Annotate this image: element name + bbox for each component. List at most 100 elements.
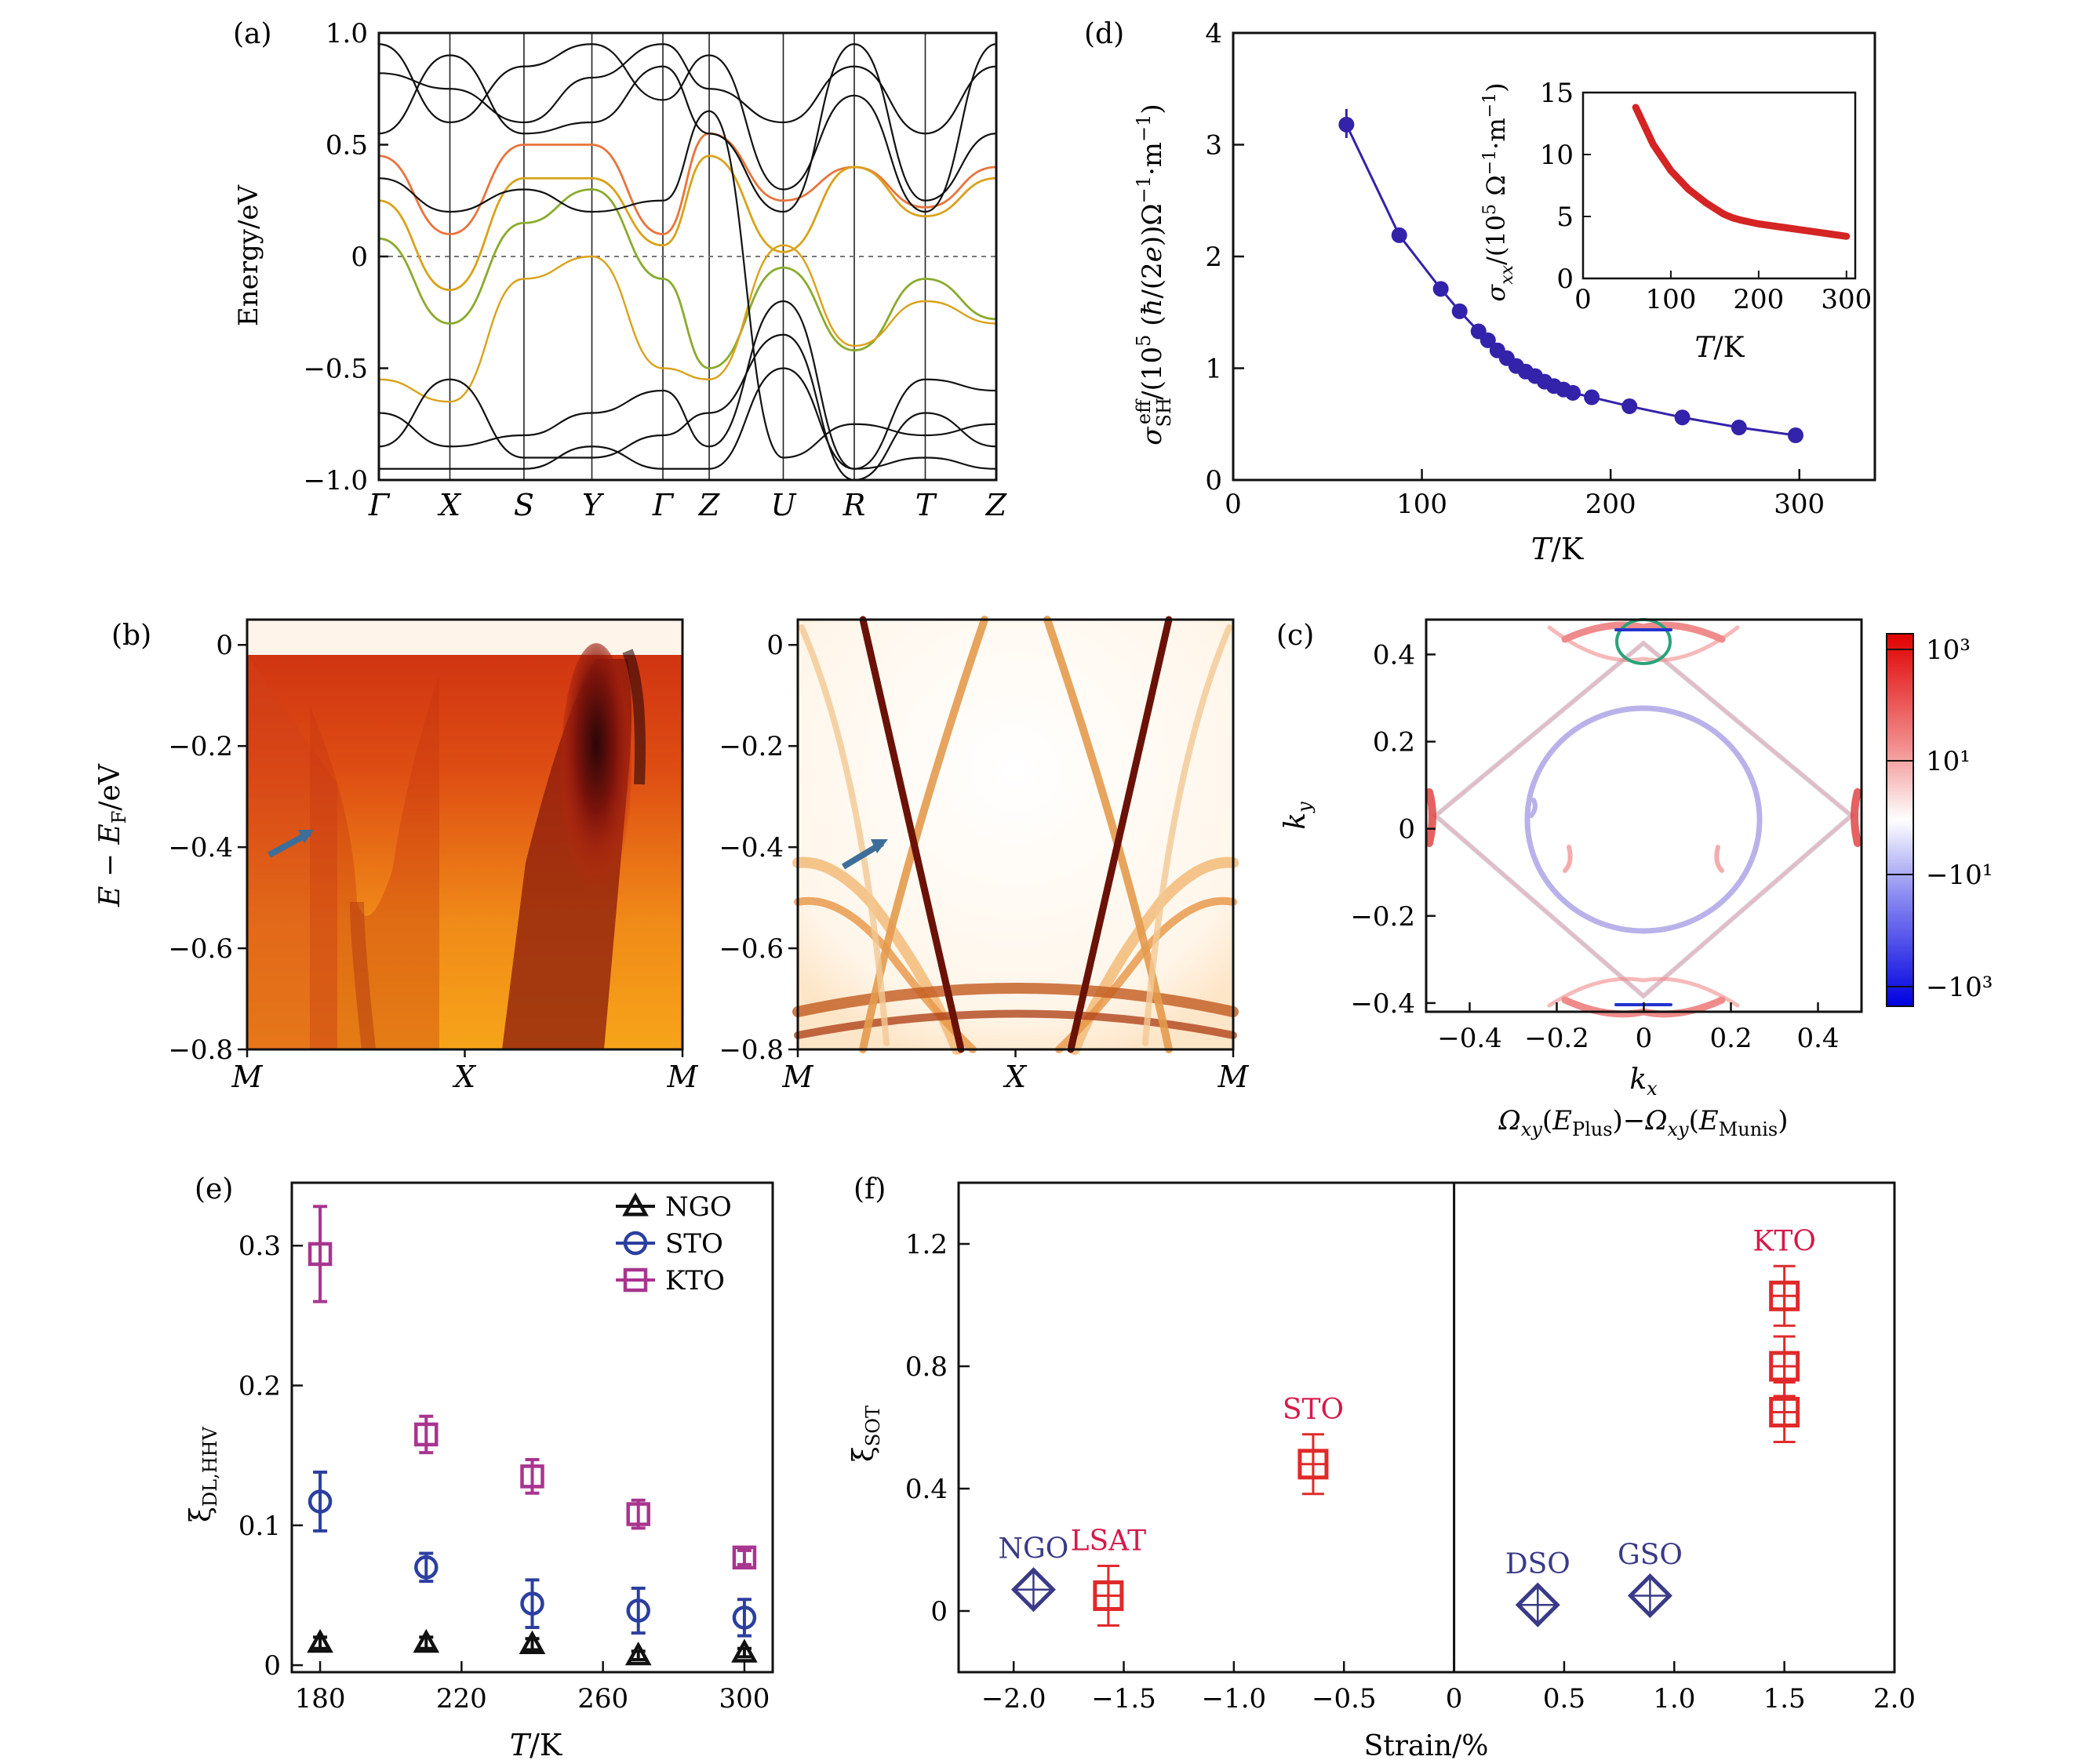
- kpoint-label: S: [514, 488, 534, 522]
- y-tick-label: 0.2: [238, 1371, 281, 1402]
- y-tick-label: 0.5: [326, 130, 368, 162]
- marker-triangle: [413, 1628, 440, 1653]
- point-label: STO: [1283, 1394, 1344, 1426]
- panel-b-axes: 0−0.2−0.4−0.6−0.8M X M0−0.2−0.4−0.6−0.8M X M: [168, 630, 1249, 1094]
- y-tick-label: 2: [1205, 242, 1222, 273]
- data-point: [1731, 420, 1747, 436]
- y-tick-label: 0: [216, 630, 233, 661]
- x-tick-label: 0.5: [1543, 1683, 1585, 1715]
- kpoint-label: Z: [985, 488, 1007, 522]
- colorbar-label-2: −10¹: [1926, 860, 1993, 891]
- colorbar-label-3: −10³: [1926, 972, 1993, 1003]
- y-tick-label: −1.0: [303, 465, 368, 496]
- band-line: [378, 244, 997, 403]
- marker-square-group: [1769, 1351, 1800, 1382]
- y-tick-label: −0.5: [303, 354, 368, 385]
- plot-frame: [290, 1181, 774, 1674]
- data-point: [1338, 116, 1355, 133]
- data-point: [1787, 427, 1803, 443]
- x-tick-label: 2.0: [1873, 1683, 1916, 1715]
- kpoint-label: Γ: [652, 488, 675, 522]
- y-tick-label: 0.4: [905, 1474, 948, 1505]
- marker-circle: [732, 1605, 757, 1630]
- berry-curvature-map: [1425, 618, 1863, 1018]
- panel-a-ylabel: Energy/eV: [233, 184, 264, 326]
- panel-b-ylabel: E − EF/eV: [94, 763, 130, 907]
- inset-x-tick-label: 0: [1574, 284, 1592, 315]
- y-tick-label: −0.4: [1350, 988, 1415, 1020]
- data-point: [1391, 227, 1407, 243]
- marker-square: [520, 1464, 544, 1489]
- x-tick-label: −1.5: [1091, 1683, 1156, 1715]
- marker-circle: [626, 1598, 650, 1623]
- y-tick-label: −0.8: [719, 1035, 784, 1066]
- y-tick-label: 3: [1205, 130, 1222, 162]
- band-line: [378, 188, 997, 369]
- y-tick-label: 0.8: [905, 1351, 948, 1383]
- x-tick-label: 200: [1585, 489, 1636, 520]
- kpoint-label: R: [843, 488, 866, 522]
- point-label: DSO: [1505, 1548, 1570, 1580]
- marker-triangle: [624, 1641, 652, 1666]
- band-line: [378, 43, 997, 213]
- x-tick-label: 260: [577, 1683, 628, 1715]
- x-tick-label: 1.0: [1653, 1683, 1695, 1715]
- band-line: [379, 367, 997, 470]
- y-tick-label: 0.1: [238, 1511, 281, 1542]
- panel-f: (f) −2.0 −1.5 −1.0 −0.5 0 0.5 1.0 1.5 2.0 0 0.4 0.8…: [848, 1173, 1916, 1760]
- marker-diamond-group: [1515, 1582, 1560, 1627]
- data-point: [1479, 332, 1496, 348]
- x-tick-label: 100: [1396, 489, 1447, 520]
- marker-triangle: [731, 1638, 758, 1663]
- y-tick-label: 0: [930, 1596, 948, 1627]
- panel-e-xlabel: T/K: [510, 1728, 562, 1760]
- point-label: NGO: [999, 1533, 1069, 1565]
- x-tick-label: 0.2: [1709, 1023, 1752, 1054]
- marker-square: [308, 1242, 333, 1267]
- panel-d-inset-xlabel: T/K: [1694, 332, 1745, 364]
- plot-frame: [377, 31, 998, 482]
- panel-d-plot: 0 100 200 300 0 1 2 3 4 0 100 200 300 0 5 10 15: [1205, 18, 1876, 520]
- legend-label: NGO: [665, 1191, 732, 1223]
- x-tick-label: 1.5: [1763, 1683, 1806, 1715]
- y-tick-label: −0.6: [168, 933, 233, 965]
- y-tick-label: −0.2: [168, 731, 233, 762]
- panel-label-f: (f): [853, 1173, 886, 1205]
- colorbar-label-0: 10³: [1926, 635, 1971, 666]
- x-tick-label: 300: [1774, 489, 1825, 520]
- x-tick-label: M: [667, 1060, 699, 1094]
- panel-label-d: (d): [1084, 18, 1124, 50]
- data-point: [1565, 384, 1581, 401]
- inset-y-tick-label: 5: [1556, 202, 1574, 233]
- x-tick-label: 0: [1225, 489, 1242, 520]
- marker-triangle: [519, 1630, 546, 1654]
- x-tick-label: X: [1003, 1060, 1028, 1094]
- x-tick-label: M: [1217, 1060, 1250, 1094]
- x-tick-label: −0.5: [1312, 1683, 1377, 1715]
- panel-c-axes: −0.4 −0.2 0 0.2 0.4 0.4 0.2 0 −0.2 −0.4: [1350, 639, 1839, 1054]
- y-tick-label: −0.2: [1350, 901, 1415, 933]
- y-tick-label: 1: [1205, 354, 1222, 385]
- panel-c: (c) −0.4 −0.2 0 0.2 0.4 0.4 0: [1276, 618, 1993, 1140]
- marker-circle: [623, 1231, 648, 1256]
- band-line: [378, 43, 997, 213]
- panel-f-plot: −2.0 −1.5 −1.0 −0.5 0 0.5 1.0 1.5 2.0 0 0.4 0.8 1.2 N…: [905, 1181, 1916, 1715]
- x-tick-label: M: [782, 1060, 814, 1094]
- x-tick-label: 300: [719, 1683, 770, 1715]
- x-tick-label: −2.0: [981, 1683, 1046, 1715]
- marker-triangle: [622, 1192, 649, 1216]
- point-label: GSO: [1618, 1540, 1683, 1572]
- panel-a-plot: 1.00.50−0.5−1.0Γ X S Y Γ Z U R T Z: [303, 18, 1006, 522]
- marker-triangle: [307, 1628, 333, 1653]
- x-tick-label: −1.0: [1202, 1683, 1267, 1715]
- marker-circle: [308, 1489, 333, 1514]
- panel-label-a: (a): [233, 18, 272, 50]
- y-tick-label: 0.4: [1373, 639, 1415, 671]
- inset-y-tick-label: 10: [1540, 140, 1574, 171]
- marker-diamond-group: [1010, 1567, 1056, 1613]
- panel-d-ylabel: σSHeff/(105 (ħ/(2e))Ω−1·m−1): [1133, 104, 1175, 445]
- y-tick-label: 4: [1205, 18, 1222, 49]
- legend-label: KTO: [665, 1265, 725, 1296]
- arpes-measured-map: [246, 618, 684, 1051]
